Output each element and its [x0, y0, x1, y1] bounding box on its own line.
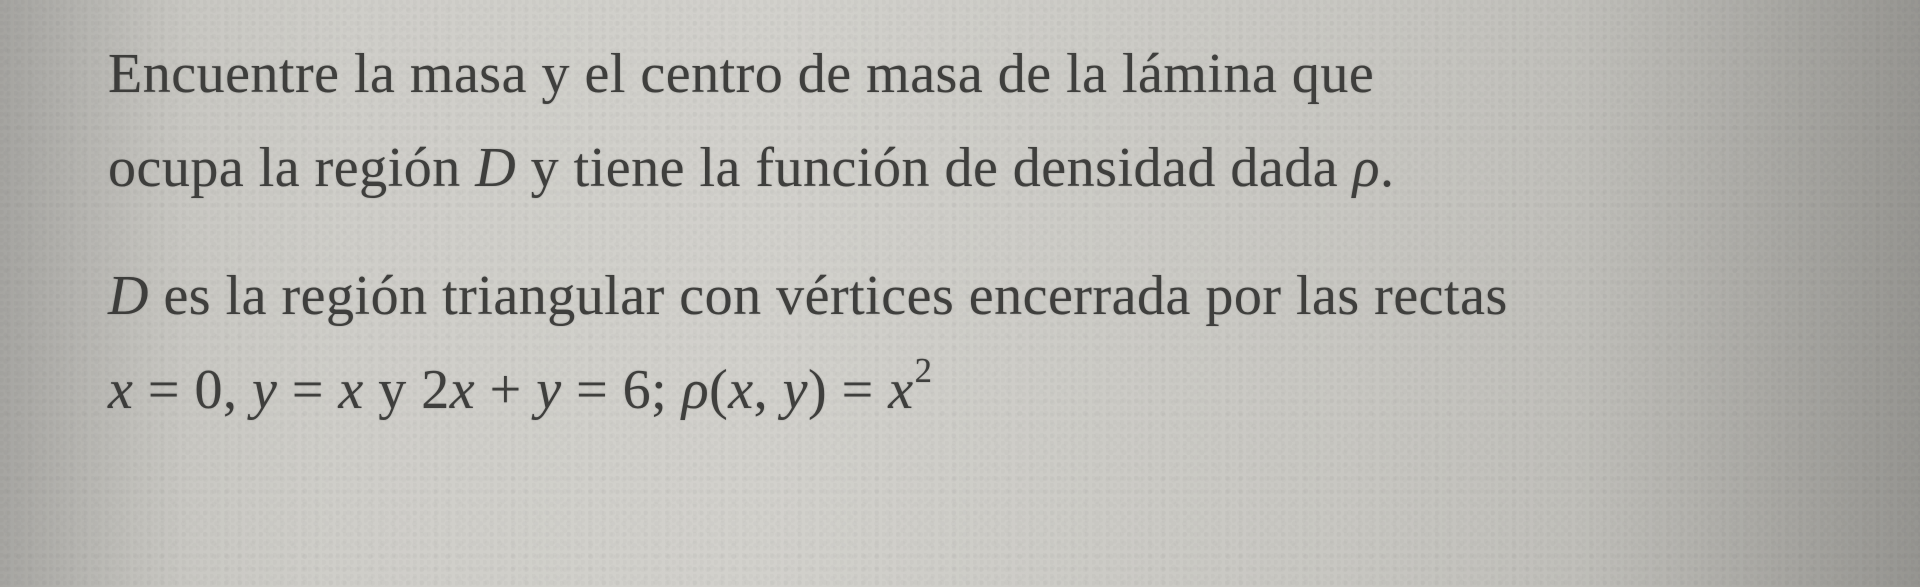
- rho-symbol: ρ: [682, 359, 709, 421]
- text: =: [827, 359, 888, 421]
- text: (: [709, 359, 728, 421]
- var-x: x: [888, 359, 913, 421]
- text: = 6;: [562, 359, 682, 421]
- exponent-2: 2: [915, 351, 932, 390]
- text: +: [475, 359, 536, 421]
- problem-line-2: ocupa la región D y tiene la función de …: [108, 136, 1860, 200]
- var-y: y: [783, 359, 808, 421]
- text: =: [277, 359, 338, 421]
- region-D: D: [108, 265, 149, 327]
- var-y: y: [536, 359, 561, 421]
- text: = 0,: [133, 359, 252, 421]
- text: y: [364, 359, 422, 421]
- text: ocupa la región: [108, 137, 475, 199]
- var-x: x: [338, 359, 363, 421]
- text: es la región triangular con vértices enc…: [149, 265, 1508, 327]
- region-D: D: [475, 137, 516, 199]
- text: .: [1380, 137, 1395, 199]
- text: ): [808, 359, 827, 421]
- problem-line-3: D es la región triangular con vértices e…: [108, 264, 1860, 328]
- problem-equation-line: x = 0, y = x y 2x + y = 6; ρ(x, y) = x2: [108, 358, 1860, 422]
- problem-line-1: Encuentre la masa y el centro de masa de…: [108, 42, 1860, 106]
- problem-text-block: Encuentre la masa y el centro de masa de…: [108, 42, 1860, 422]
- rho-symbol: ρ: [1353, 137, 1380, 199]
- coef-2: 2: [421, 359, 450, 421]
- var-x: x: [450, 359, 475, 421]
- var-y: y: [252, 359, 277, 421]
- text: Encuentre la masa y el centro de masa de…: [108, 43, 1374, 105]
- text: ,: [754, 359, 783, 421]
- text: y tiene la función de densidad dada: [516, 137, 1352, 199]
- var-x: x: [108, 359, 133, 421]
- var-x: x: [728, 359, 753, 421]
